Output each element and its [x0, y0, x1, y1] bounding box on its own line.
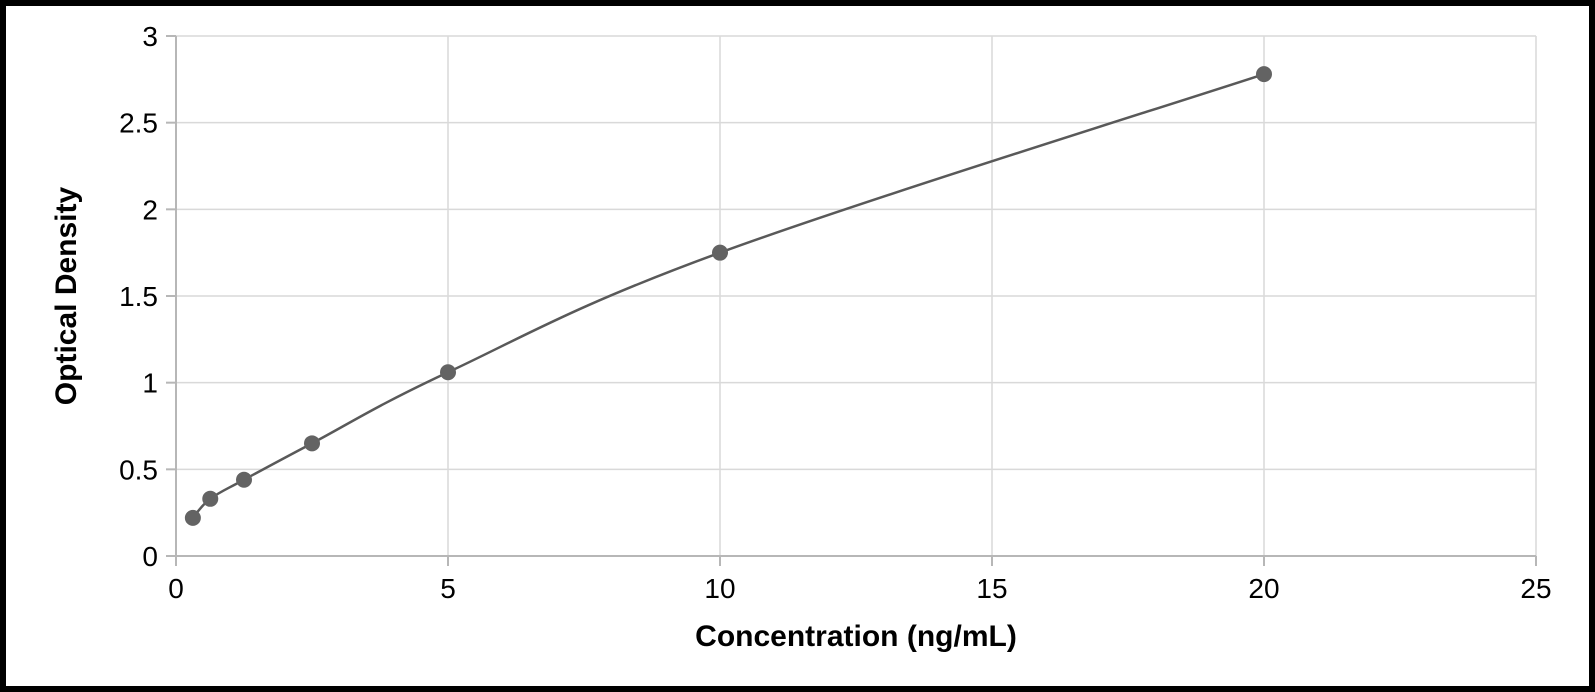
chart-container: 0 5 10 15 20 25 0 0.5 1 1.5 2 2.5 3 Concentration (ng… [26, 16, 1569, 676]
chart-svg: 0 5 10 15 20 25 0 0.5 1 1.5 2 2.5 3 Concentration (ng… [26, 16, 1581, 678]
y-tick-label: 2.5 [119, 108, 158, 139]
data-point [1256, 66, 1272, 82]
x-tick-label: 15 [976, 573, 1007, 604]
x-tick-label: 0 [168, 573, 184, 604]
chart-frame: 0 5 10 15 20 25 0 0.5 1 1.5 2 2.5 3 Concentration (ng… [0, 0, 1595, 692]
y-tick-label: 0.5 [119, 454, 158, 485]
x-tick-label: 25 [1520, 573, 1551, 604]
y-tick-label: 3 [142, 21, 158, 52]
x-tick-label: 5 [440, 573, 456, 604]
x-tick-label: 10 [704, 573, 735, 604]
x-tick-label: 20 [1248, 573, 1279, 604]
data-point [712, 245, 728, 261]
y-tick-label: 1 [142, 368, 158, 399]
y-axis-label: Optical Density [50, 186, 83, 405]
y-tick-label: 2 [142, 194, 158, 225]
data-point [440, 364, 456, 380]
x-axis-label: Concentration (ng/mL) [695, 620, 1017, 653]
y-tick-label: 0 [142, 541, 158, 572]
data-point [304, 435, 320, 451]
data-point [236, 472, 252, 488]
data-point [185, 510, 201, 526]
data-point [202, 491, 218, 507]
y-tick-label: 1.5 [119, 281, 158, 312]
